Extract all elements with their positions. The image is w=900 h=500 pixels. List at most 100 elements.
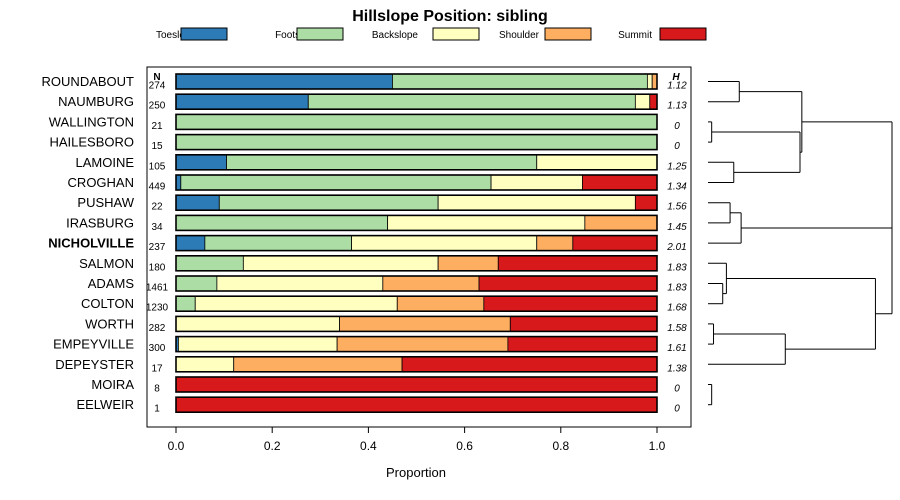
x-axis-title: Proportion	[386, 465, 446, 480]
bar-segment-shoulder	[339, 315, 511, 332]
bar-segment-footslope	[175, 114, 658, 130]
bar-segment-shoulder	[336, 336, 509, 353]
row-n-value: 21	[151, 121, 163, 132]
dendrogram-link	[711, 131, 801, 173]
bar-outline	[175, 133, 658, 151]
row-n-value: 282	[149, 323, 166, 334]
bar-segment-shoulder	[233, 356, 403, 373]
bar-segment-shoulder	[536, 235, 574, 252]
dendrogram-link	[708, 161, 735, 183]
dendrogram-link	[708, 323, 715, 345]
bar-segment-backslope	[351, 235, 538, 252]
bar-outline	[175, 93, 658, 110]
legend-swatch-shoulder	[544, 27, 592, 41]
bar-segment-toeslope	[175, 194, 220, 211]
dendrogram-link	[708, 81, 740, 103]
bar-segment-footslope	[175, 214, 389, 231]
bar-segment-backslope	[242, 255, 439, 272]
row-n-value: 250	[149, 101, 166, 112]
bar-segment-footslope	[175, 295, 196, 312]
bar-segment-footslope	[175, 275, 218, 292]
x-axis: 0.0 0.2 0.4 0.6 0.8 1.0	[168, 427, 666, 453]
bar-segment-backslope	[175, 356, 235, 373]
row-h-value: 1.68	[667, 303, 687, 314]
row-label: WORTH	[85, 316, 134, 331]
bar-segment-toeslope	[175, 73, 393, 90]
row-naumburg: NAUMBURG 250 1.13	[58, 93, 687, 112]
row-n-value: 180	[149, 262, 166, 273]
bar-outline	[175, 295, 658, 313]
bar-segment-backslope	[178, 336, 338, 353]
bar-segment-footslope	[180, 174, 492, 191]
row-depeyster: DEPEYSTER 17 1.38	[55, 355, 687, 374]
legend: ToeslopeFootslopeBackslopeShoulderSummit	[156, 27, 707, 41]
legend-swatch-toeslope	[180, 27, 228, 41]
legend-label-backslope: Backslope	[372, 30, 419, 41]
row-label: IRASBURG	[66, 215, 134, 230]
bar-segment-footslope	[175, 134, 658, 151]
bar-segment-summit	[572, 235, 658, 252]
legend-swatch-summit	[659, 27, 707, 41]
row-label: CROGHAN	[68, 175, 134, 190]
h-column-header: H	[672, 72, 680, 83]
dendrogram-link	[708, 121, 713, 143]
bar-segment-summit	[175, 376, 658, 393]
bar-segment-backslope	[175, 315, 340, 332]
bar-segment-backslope	[437, 194, 636, 211]
bar-segment-summit	[509, 315, 658, 332]
bar-outline	[175, 113, 658, 131]
row-label: EMPEYVILLE	[53, 337, 134, 352]
row-nicholville: NICHOLVILLE 237 2.01	[48, 234, 687, 253]
dendrogram	[708, 81, 893, 406]
row-n-value: 8	[154, 384, 160, 395]
bar-segment-backslope	[194, 295, 398, 312]
x-tick-label: 0.8	[552, 439, 569, 453]
chart-title: Hillslope Position: sibling	[352, 8, 548, 25]
dendrogram-link	[708, 202, 731, 224]
row-worth: WORTH 282 1.58	[85, 315, 687, 334]
row-h-value: 1.58	[667, 323, 687, 334]
row-label: ROUNDABOUT	[42, 74, 135, 89]
row-h-value: 1.56	[667, 202, 687, 213]
bar-segment-backslope	[536, 154, 658, 171]
legend-label-summit: Summit	[618, 30, 652, 41]
bar-segment-toeslope	[175, 93, 309, 110]
row-h-value: 1.61	[667, 343, 686, 354]
row-label: WALLINGTON	[49, 114, 134, 129]
bar-outline	[175, 315, 658, 333]
legend-label-shoulder: Shoulder	[499, 30, 540, 41]
bar-outline	[175, 355, 658, 373]
x-tick-label: 0.0	[168, 439, 185, 453]
row-n-value: 237	[149, 242, 166, 253]
row-n-value: 274	[149, 81, 166, 92]
bar-segment-shoulder	[382, 275, 480, 292]
bar-segment-footslope	[392, 73, 648, 90]
row-h-value: 1.83	[667, 283, 687, 294]
bar-segment-backslope	[646, 73, 653, 90]
row-label: NICHOLVILLE	[48, 236, 134, 251]
row-label: LAMOINE	[75, 155, 134, 170]
row-n-value: 1461	[146, 283, 169, 294]
row-label: DEPEYSTER	[55, 357, 134, 372]
bar-segment-shoulder	[437, 255, 499, 272]
dendrogram-link	[708, 283, 724, 305]
bar-segment-backslope	[634, 93, 651, 110]
row-h-value: 0	[674, 384, 680, 395]
legend-swatch-footslope	[296, 27, 344, 41]
bar-outline	[175, 154, 658, 171]
row-label: MOIRA	[91, 377, 134, 392]
dendrogram-link	[708, 262, 727, 295]
dendrogram-link	[739, 91, 803, 153]
row-lamoine: LAMOINE 105 1.25	[75, 154, 687, 172]
dendrogram-link	[708, 212, 742, 244]
row-h-value: 1.34	[667, 182, 687, 193]
bar-segment-summit	[401, 356, 658, 373]
plot-panel	[146, 66, 692, 428]
row-label: ADAMS	[88, 276, 135, 291]
row-h-value: 0	[674, 141, 680, 152]
bar-segment-footslope	[204, 235, 352, 252]
bar-segment-footslope	[218, 194, 439, 211]
bar-outline	[175, 174, 658, 191]
bar-segment-backslope	[216, 275, 384, 292]
